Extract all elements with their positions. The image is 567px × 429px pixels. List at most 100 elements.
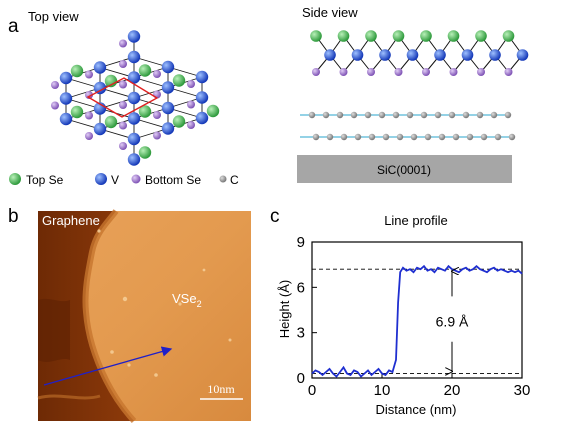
legend-v-label: V <box>111 173 119 187</box>
v-atom <box>59 112 73 126</box>
side-top-se-atom <box>502 30 515 42</box>
side-bottom-se-atom <box>367 68 375 76</box>
side-v-atom <box>461 49 474 61</box>
bottom-se-atom <box>119 121 127 130</box>
side-bottom-se-atom <box>312 68 320 76</box>
carbon-atom <box>368 133 376 141</box>
graphene-label: Graphene <box>42 213 100 228</box>
side-top-se-atom <box>447 30 460 42</box>
y-tick-label: 9 <box>297 234 305 251</box>
x-axis-label: Distance (nm) <box>376 402 457 417</box>
bottom-se-atom <box>153 70 161 78</box>
carbon-atom <box>392 111 400 119</box>
carbon-atom <box>326 133 334 141</box>
v-atom <box>127 132 141 146</box>
legend-c-marker <box>219 175 227 183</box>
panel-b-letter: b <box>8 206 19 227</box>
legend-c-label: C <box>230 173 239 187</box>
top-se-atom <box>104 115 118 129</box>
carbon-atom <box>448 111 456 119</box>
x-tick-label: 30 <box>514 382 531 399</box>
top-se-atom <box>138 105 152 118</box>
side-v-atom <box>379 49 391 61</box>
carbon-atom <box>466 133 474 141</box>
bottom-se-atom <box>85 111 93 120</box>
chart-title: Line profile <box>384 213 448 228</box>
carbon-atom <box>410 133 418 141</box>
bottom-se-atom <box>51 101 59 110</box>
side-top-se-atom <box>337 30 350 42</box>
legend-bottom-se-marker <box>131 174 141 184</box>
top-view-title: Top view <box>28 9 79 24</box>
y-tick-label: 6 <box>297 279 305 296</box>
carbon-atom <box>336 111 344 119</box>
carbon-atom <box>508 133 516 141</box>
bottom-se-atom <box>187 121 195 129</box>
side-bottom-se-atom <box>394 68 403 76</box>
unit-cell-outline <box>86 77 159 118</box>
v-atom <box>195 91 209 104</box>
carbon-atom <box>364 111 372 119</box>
side-top-se-atom <box>310 30 322 42</box>
side-bottom-se-atom <box>477 68 485 76</box>
plot-frame <box>311 241 523 379</box>
carbon-atom <box>340 133 348 141</box>
carbon-atom <box>434 111 442 119</box>
carbon-atom <box>462 111 470 119</box>
side-v-atom <box>516 49 529 61</box>
x-tick-label: 10 <box>374 382 391 399</box>
side-view-structure <box>300 30 529 141</box>
v-atom <box>59 71 73 85</box>
top-se-atom <box>172 115 186 128</box>
side-top-se-atom <box>420 30 432 42</box>
v-atom <box>161 122 175 135</box>
line-profile-arrow <box>43 346 173 386</box>
v-atom <box>127 153 141 166</box>
side-v-atom <box>324 49 336 61</box>
carbon-atom <box>308 111 316 119</box>
side-view-title: Side view <box>302 5 358 20</box>
vse2-main: VSe <box>172 291 197 306</box>
bottom-se-atom <box>51 81 59 89</box>
bottom-se-atom <box>187 80 195 88</box>
bottom-se-atom <box>119 60 127 68</box>
v-atom <box>195 111 209 125</box>
carbon-atom <box>476 111 484 119</box>
carbon-atom <box>494 133 502 141</box>
carbon-atom <box>312 133 320 141</box>
bottom-se-atom <box>187 100 195 109</box>
bottom-se-atom <box>153 111 161 119</box>
v-atom <box>93 81 107 95</box>
carbon-atom <box>480 133 488 141</box>
substrate-label: SiC(0001) <box>377 163 431 177</box>
side-bottom-se-atom <box>449 68 458 76</box>
side-v-atom <box>489 49 501 61</box>
x-tick-label: 0 <box>308 382 316 399</box>
carbon-atom <box>354 133 362 141</box>
top-se-atom <box>138 64 152 77</box>
legend-v-marker <box>95 173 107 185</box>
panel-c-letter: c <box>270 206 280 227</box>
carbon-atom <box>424 133 432 141</box>
line-profile-chart: 0 10 20 30 0 3 6 9 6.9 Å <box>297 234 531 399</box>
bottom-se-atom <box>119 39 127 48</box>
v-atom <box>93 61 107 74</box>
v-atom <box>93 122 107 136</box>
carbon-atom <box>420 111 428 119</box>
bottom-se-atom <box>85 132 93 140</box>
profile-line <box>311 264 523 378</box>
side-v-atom <box>351 49 364 61</box>
carbon-atom <box>396 133 404 141</box>
atom-legend: Top Se V Bottom Se C <box>9 173 239 187</box>
top-se-atom <box>206 104 220 118</box>
v-atom <box>195 70 209 84</box>
legend-top-se-marker <box>9 173 21 185</box>
side-top-se-atom <box>475 30 487 42</box>
v-atom <box>161 81 175 94</box>
v-atom <box>161 60 175 74</box>
v-atom <box>127 30 141 43</box>
top-view-lattice <box>51 30 220 166</box>
legend-top-se-label: Top Se <box>26 173 64 187</box>
legend-bottom-se-label: Bottom Se <box>145 173 201 187</box>
